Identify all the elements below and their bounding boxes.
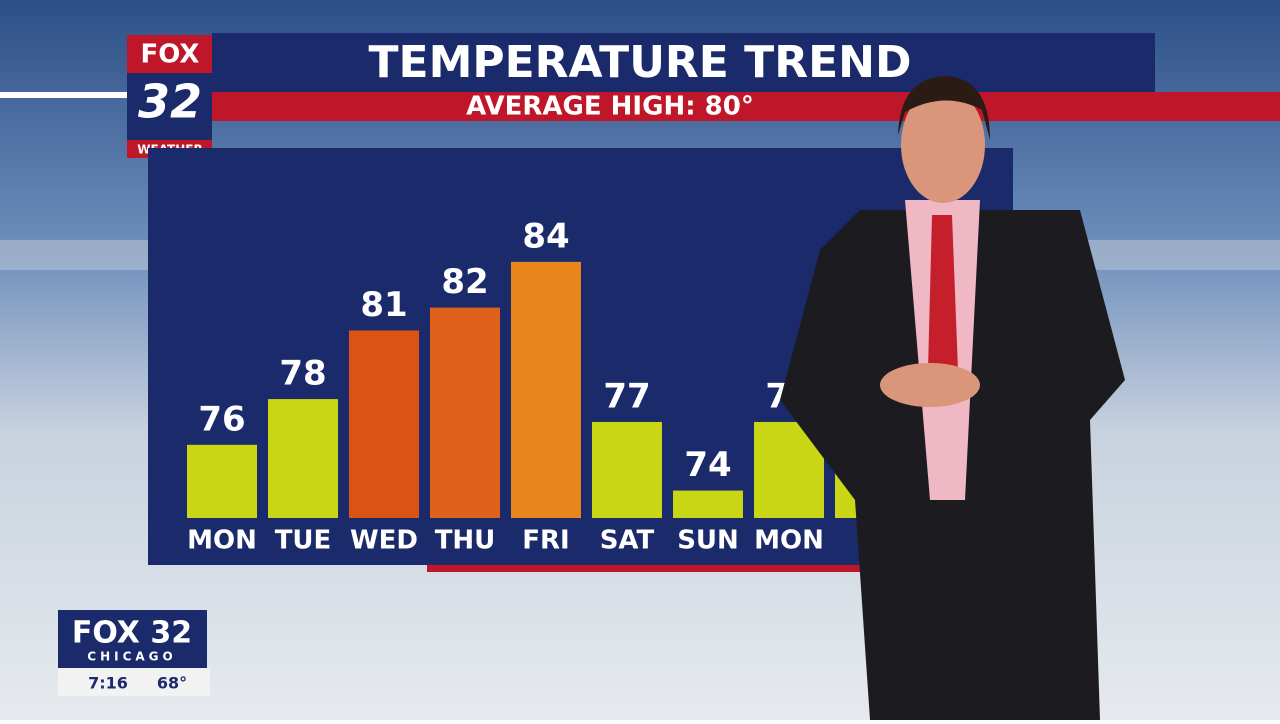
logo-network: FOX [141,40,200,70]
bug-strip [58,668,210,696]
presenter-head [901,87,985,203]
logo-red [127,35,212,73]
bar [511,261,581,518]
bug-time: 7:16 [88,674,128,693]
bar [673,490,743,518]
presenter-tie [928,215,958,370]
x-tick-label: WED [350,526,418,556]
value-label: 81 [360,285,407,325]
panel-underline [427,565,860,572]
x-tick-label: THU [435,526,496,556]
value-label: 78 [279,354,326,394]
logo-channel: 32 [138,75,202,129]
x-tick-label: FRI [522,526,569,556]
x-tick-label: TUE [275,526,332,556]
value-label: 77 [603,376,650,416]
bug-temperature: 68° [157,674,187,693]
x-tick-label: SUN [677,526,739,556]
x-tick-label: MON [754,526,824,556]
bar [430,307,500,518]
value-label: 82 [441,262,488,302]
bug-city: CHICAGO [87,650,176,664]
presenter-hair [898,76,990,140]
bars: 76MON78TUE81WED82THU84FRI77SAT74SUN77MON… [187,216,905,556]
white-line [0,92,130,98]
x-tick-label: MON [187,526,257,556]
bug-box [58,610,207,668]
bar [349,330,419,518]
title-panel [212,33,1155,93]
value-label: 74 [684,445,731,485]
value-label: 76 [198,399,245,439]
presenter [780,76,1125,720]
subtitle-band [212,92,1280,121]
value-label: 84 [522,216,569,256]
bug-name: FOX 32 [72,616,192,651]
bar [268,399,338,518]
bar [592,421,662,518]
bar [187,444,257,518]
chart-title: TEMPERATURE TREND [369,37,912,88]
chart-subtitle: AVERAGE HIGH: 80° [466,92,754,122]
x-tick-label: SAT [600,526,655,556]
presenter-hands [880,363,980,407]
